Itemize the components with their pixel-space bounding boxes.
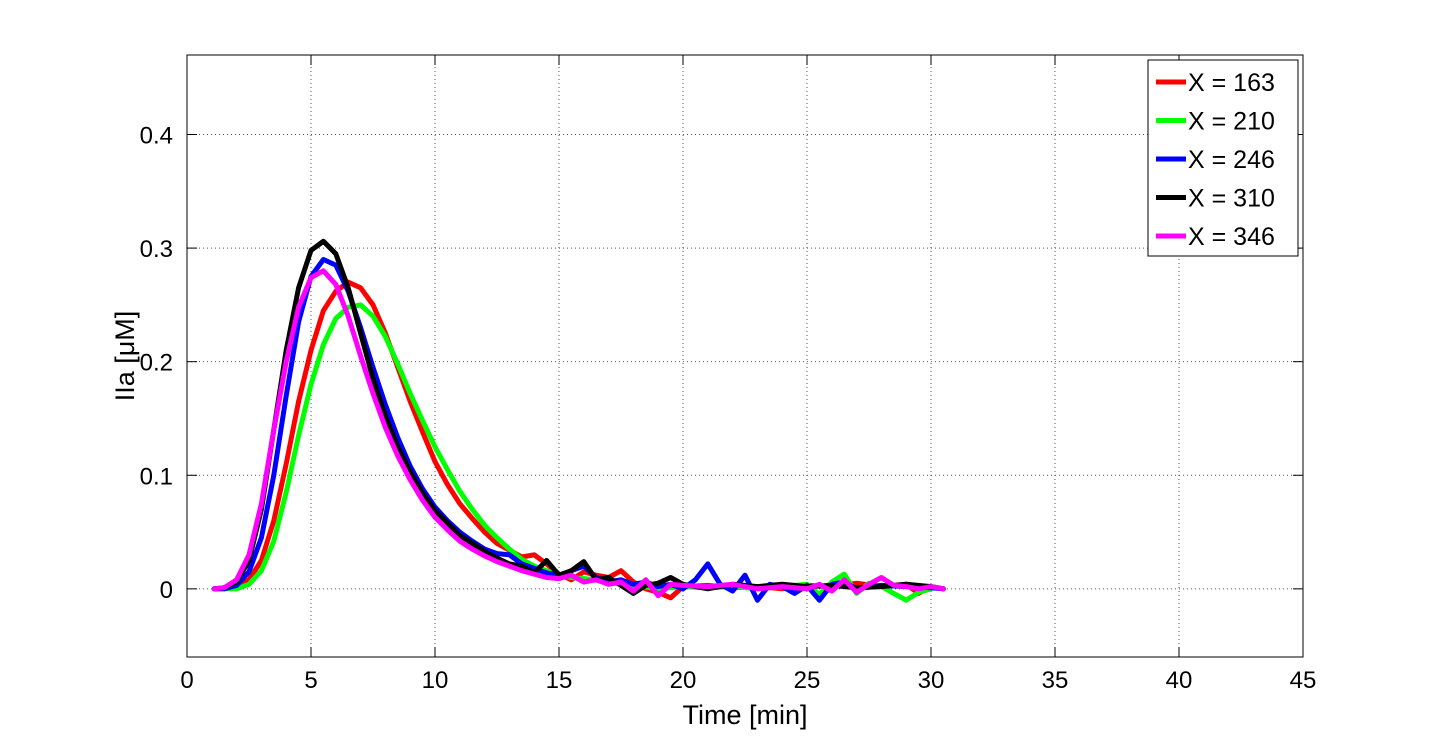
y-axis-title: IIa [μM] — [110, 311, 140, 402]
y-tick-label: 0.1 — [140, 463, 173, 490]
legend-label-4: X = 346 — [1188, 223, 1275, 251]
x-tick-label: 5 — [304, 667, 317, 694]
plot-frame — [186, 54, 1304, 658]
x-axis-title: Time [min] — [682, 700, 807, 730]
x-tick-label: 25 — [794, 667, 821, 694]
series-line-3 — [211, 238, 946, 596]
x-tick-label: 35 — [1042, 667, 1069, 694]
x-tick-label: 20 — [670, 667, 697, 694]
legend-label-1: X = 210 — [1188, 108, 1275, 136]
y-tick-label: 0.3 — [140, 236, 173, 263]
series-line-4 — [211, 268, 946, 599]
legend: X = 163 X = 210 X = 246 X = 310 X = 346 — [1147, 59, 1299, 257]
x-tick-label: 10 — [422, 667, 449, 694]
y-tick-label: 0.2 — [140, 350, 173, 377]
series-line-1 — [211, 302, 934, 603]
legend-label-2: X = 246 — [1188, 146, 1275, 174]
legend-label-0: X = 163 — [1188, 69, 1275, 97]
y-tick-label: 0.4 — [140, 123, 173, 150]
x-tick-label: 0 — [180, 667, 193, 694]
x-tick-label: 40 — [1166, 667, 1193, 694]
series-line-0 — [211, 279, 946, 601]
x-tick-label: 30 — [918, 667, 945, 694]
x-tick-label: 15 — [546, 667, 573, 694]
series-layer — [211, 238, 946, 603]
legend-label-3: X = 310 — [1188, 185, 1275, 213]
x-tick-label: 45 — [1290, 667, 1317, 694]
y-tick-label: 0 — [160, 577, 173, 604]
tick-layer: 0 5 10 15 20 25 30 35 40 45 0 0.1 0.2 0.3 0.4 — [140, 55, 1317, 694]
grid-layer — [187, 55, 1303, 657]
